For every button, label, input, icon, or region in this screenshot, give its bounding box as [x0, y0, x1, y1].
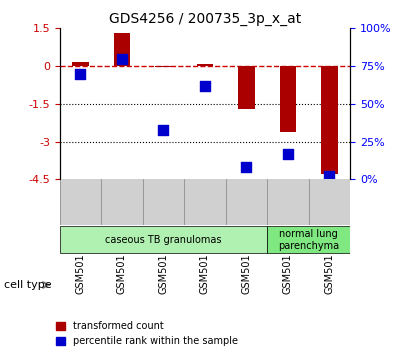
Point — [160, 127, 167, 132]
Bar — [155, 66, 172, 67]
Legend: transformed count, percentile rank within the sample: transformed count, percentile rank withi… — [53, 319, 241, 349]
Point — [285, 151, 291, 156]
Text: cell type: cell type — [4, 280, 52, 290]
Text: caseous TB granulomas: caseous TB granulomas — [105, 235, 222, 245]
FancyBboxPatch shape — [267, 226, 350, 253]
Bar — [114, 33, 130, 66]
Bar — [280, 66, 296, 132]
Bar — [72, 62, 89, 66]
Bar — [321, 66, 338, 174]
Point — [326, 173, 333, 179]
Bar — [197, 64, 213, 66]
Point — [243, 165, 250, 170]
Title: GDS4256 / 200735_3p_x_at: GDS4256 / 200735_3p_x_at — [109, 12, 301, 26]
Bar — [238, 66, 255, 109]
Point — [119, 56, 125, 61]
Point — [202, 83, 208, 88]
Point — [77, 71, 84, 76]
Text: normal lung
parenchyma: normal lung parenchyma — [278, 229, 339, 251]
FancyBboxPatch shape — [60, 226, 267, 253]
